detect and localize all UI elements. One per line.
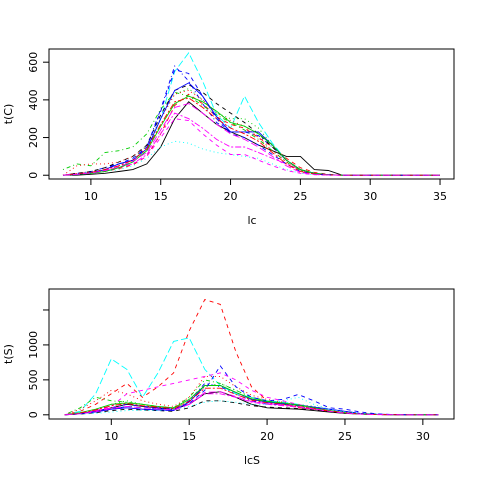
bottom-y-tick-label: 0 xyxy=(27,411,40,418)
bottom-series-line-2 xyxy=(64,298,439,416)
bottom-x-tick-label: 30 xyxy=(416,430,430,443)
bottom-series-line-16 xyxy=(64,391,439,416)
top-series-line-16 xyxy=(62,103,440,176)
top-x-tick-label: 35 xyxy=(433,190,447,203)
bottom-x-tick-label: 15 xyxy=(182,430,196,443)
top-x-tick-label: 15 xyxy=(154,190,168,203)
top-y-tick-label: 200 xyxy=(27,127,40,148)
top-y-tick-label: 400 xyxy=(27,89,40,110)
top-plot-panel: 10 15 20 25 30 35 0 200 400 600 lc t(C) xyxy=(2,48,455,227)
top-series-line-15 xyxy=(62,97,440,176)
bottom-series-line-12 xyxy=(64,372,439,416)
top-y-tick-label: 600 xyxy=(27,52,40,73)
bottom-x-tick-label: 25 xyxy=(338,430,352,443)
top-series-line-9 xyxy=(62,89,440,176)
top-y-axis: 0 200 400 600 xyxy=(27,52,50,179)
top-series-layer xyxy=(62,51,440,176)
bottom-x-tick-label: 10 xyxy=(104,430,118,443)
top-series-line-4 xyxy=(62,65,440,176)
bottom-y-tick-label: 1000 xyxy=(27,331,40,359)
bottom-y-axis: 0 500 1000 xyxy=(27,309,50,418)
top-series-line-12 xyxy=(62,118,440,176)
bottom-series-line-13 xyxy=(64,385,439,416)
top-x-tick-label: 30 xyxy=(363,190,377,203)
top-x-tick-label: 20 xyxy=(224,190,238,203)
bottom-y-axis-title: t(S) xyxy=(2,344,15,364)
top-x-axis: 10 15 20 25 30 35 xyxy=(84,178,447,203)
top-series-line-2 xyxy=(62,93,440,176)
top-series-line-8 xyxy=(62,91,440,176)
top-plot-frame xyxy=(48,48,455,180)
bottom-series-line-15 xyxy=(64,387,439,416)
bottom-series-layer xyxy=(64,298,439,416)
bottom-series-line-3 xyxy=(64,382,439,416)
bottom-plot-panel: 10 15 20 25 30 0 500 1000 lcS t(S) xyxy=(2,288,455,467)
bottom-series-line-9 xyxy=(64,375,439,416)
top-x-tick-label: 25 xyxy=(293,190,307,203)
top-x-tick-label: 10 xyxy=(84,190,98,203)
top-series-line-1 xyxy=(63,101,440,176)
top-series-line-5 xyxy=(62,51,440,176)
bottom-x-axis-title: lcS xyxy=(244,454,260,467)
bottom-y-tick-label: 500 xyxy=(27,369,40,390)
top-y-axis-title: t(C) xyxy=(2,104,15,125)
top-series-line-14 xyxy=(62,69,440,176)
bottom-x-tick-label: 20 xyxy=(260,430,274,443)
top-x-axis-title: lc xyxy=(247,214,256,227)
top-y-tick-label: 0 xyxy=(27,172,40,179)
bottom-x-axis: 10 15 20 25 30 xyxy=(104,418,430,443)
top-series-line-11 xyxy=(62,140,440,176)
